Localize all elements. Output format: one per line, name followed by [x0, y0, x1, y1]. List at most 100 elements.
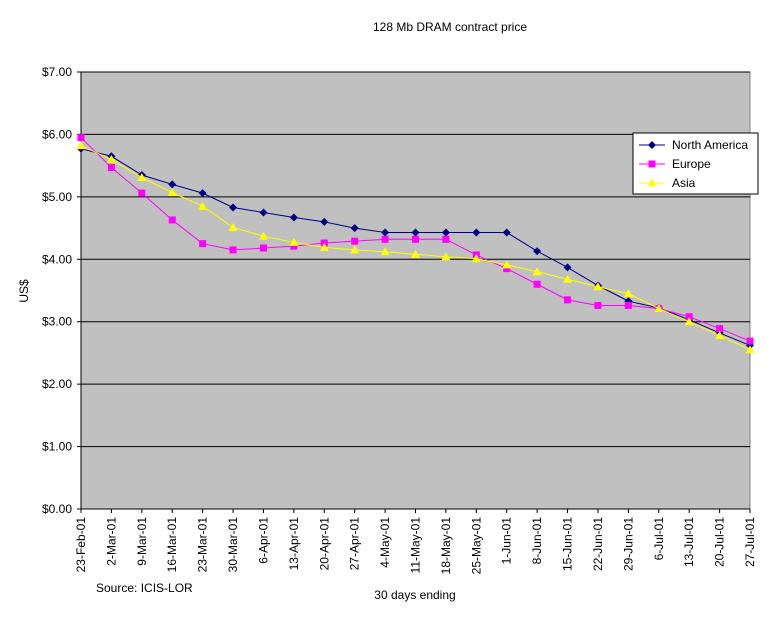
y-tick-label: $1.00: [42, 440, 72, 454]
point-north-america: [259, 208, 268, 217]
x-tick-label: 25-May-01: [469, 517, 483, 575]
legend-entry-north-america: North America: [639, 138, 748, 152]
point-asia: [380, 247, 390, 256]
x-tick-label: 27-Jul-01: [743, 517, 757, 567]
point-north-america: [320, 217, 329, 226]
point-europe: [594, 301, 602, 309]
x-tick-label: 4-May-01: [378, 517, 392, 568]
y-tick-label: $6.00: [42, 127, 72, 141]
point-europe: [412, 235, 419, 243]
point-asia: [106, 154, 116, 163]
point-asia: [563, 274, 573, 283]
point-asia: [167, 187, 177, 196]
point-europe: [685, 313, 693, 321]
point-asia: [350, 245, 360, 254]
point-europe: [503, 265, 511, 273]
point-europe: [290, 242, 298, 250]
x-tick-label: 27-Apr-01: [348, 517, 362, 571]
point-north-america: [289, 213, 298, 222]
point-north-america: [198, 189, 207, 198]
point-asia: [258, 231, 268, 240]
x-tick-label: 20-Apr-01: [317, 517, 331, 571]
x-axis-label: 30 days ending: [374, 588, 455, 602]
point-europe: [168, 216, 176, 224]
point-europe: [107, 164, 115, 172]
point-asia: [471, 254, 481, 263]
source-note: Source: ICIS-LOR: [96, 581, 193, 595]
legend-swatch-marker: [648, 141, 656, 149]
point-europe: [564, 296, 572, 304]
series-asia: [76, 141, 755, 354]
point-north-america: [350, 224, 359, 233]
point-asia: [198, 201, 208, 210]
y-tick-label: $7.00: [42, 65, 72, 79]
point-asia: [228, 222, 238, 231]
x-tick-label: 1-Jun-01: [500, 517, 514, 565]
point-asia: [441, 252, 451, 261]
point-europe: [746, 337, 754, 345]
legend-label: Asia: [672, 176, 696, 190]
x-tick-label: 20-Jul-01: [713, 517, 727, 567]
point-asia: [684, 317, 694, 326]
y-tick-label: $2.00: [42, 377, 72, 391]
y-axis-label: US$: [17, 279, 31, 303]
point-north-america: [472, 228, 481, 237]
x-tick-label: 16-Mar-01: [165, 517, 179, 573]
point-north-america: [563, 263, 572, 272]
point-asia: [319, 242, 329, 251]
point-europe: [259, 244, 267, 252]
x-tick-label: 8-Jun-01: [530, 517, 544, 565]
point-asia: [593, 282, 603, 291]
point-asia: [76, 141, 86, 150]
x-tick-label: 6-Jul-01: [652, 517, 666, 561]
x-tick-label: 13-Apr-01: [287, 517, 301, 571]
x-tick-label: 22-Jun-01: [591, 517, 605, 571]
legend: North America Europe Asia: [632, 132, 759, 195]
x-tick-label: 18-May-01: [439, 517, 453, 575]
legend-swatch-marker: [647, 178, 657, 187]
legend-label: North America: [672, 138, 748, 152]
x-tick-label: 23-Mar-01: [196, 517, 210, 573]
series-north-america: [77, 144, 754, 350]
point-north-america: [168, 180, 177, 189]
legend-label: Europe: [672, 157, 711, 171]
point-asia: [137, 173, 147, 182]
x-tick-label: 13-Jul-01: [682, 517, 696, 567]
y-tick-label: $3.00: [42, 315, 72, 329]
y-tick-label: $0.00: [42, 502, 72, 516]
point-europe: [624, 301, 632, 309]
point-europe: [442, 235, 450, 243]
x-tick-label: 11-May-01: [409, 517, 423, 574]
x-tick-label: 30-Mar-01: [226, 517, 240, 573]
x-tick-label: 23-Feb-01: [74, 517, 88, 573]
legend-swatch-marker: [648, 160, 656, 168]
point-asia: [623, 289, 633, 298]
x-tick-label: 2-Mar-01: [104, 517, 118, 566]
point-europe: [77, 134, 85, 142]
point-europe: [533, 280, 541, 288]
point-asia: [745, 345, 755, 354]
x-tick-label: 29-Jun-01: [621, 517, 635, 571]
y-tick-label: $5.00: [42, 190, 72, 204]
point-europe: [199, 240, 207, 248]
point-europe: [351, 237, 359, 245]
x-tick-label: 15-Jun-01: [561, 517, 575, 571]
point-asia: [715, 330, 725, 339]
point-asia: [289, 237, 299, 246]
y-tick-labels: $0.00 $1.00 $2.00 $3.00 $4.00 $5.00 $6.00 $7.00: [42, 65, 72, 516]
point-asia: [502, 260, 512, 269]
series-lines: [76, 134, 755, 354]
point-europe: [381, 235, 389, 243]
point-north-america: [441, 228, 450, 237]
point-europe: [716, 325, 724, 333]
point-north-america: [502, 228, 511, 237]
x-tick-labels: 23-Feb-01 2-Mar-01 9-Mar-01 16-Mar-01 23-Mar…: [74, 517, 757, 575]
y-tick-label: $4.00: [42, 252, 72, 266]
x-tick-label: 6-Apr-01: [256, 517, 270, 564]
legend-entry-asia: Asia: [639, 176, 696, 190]
point-europe: [229, 246, 237, 254]
point-north-america: [381, 228, 390, 237]
point-north-america: [533, 247, 542, 256]
point-asia: [654, 304, 664, 313]
